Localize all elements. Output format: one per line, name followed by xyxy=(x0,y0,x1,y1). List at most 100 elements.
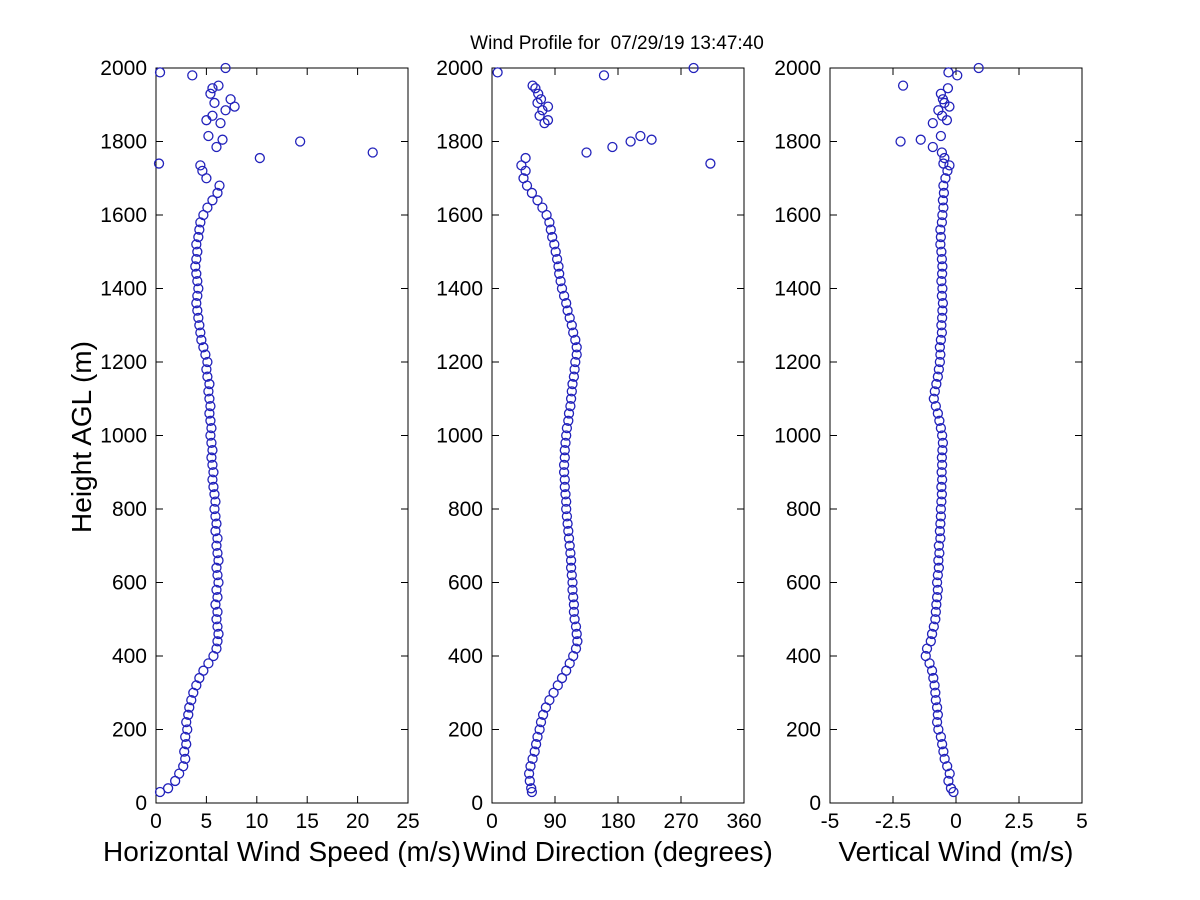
data-marker xyxy=(537,202,548,213)
data-marker xyxy=(705,158,716,169)
x-tick-label: 270 xyxy=(663,810,698,833)
y-tick-label: 400 xyxy=(448,645,483,668)
data-marker xyxy=(254,152,265,164)
data-marker xyxy=(567,378,578,390)
y-tick-label: 1000 xyxy=(100,425,147,448)
data-marker xyxy=(527,80,538,91)
data-marker xyxy=(562,518,573,529)
data-marker xyxy=(973,62,984,74)
data-marker xyxy=(565,400,576,412)
data-marker xyxy=(534,110,545,121)
data-marker xyxy=(367,147,378,158)
data-marker xyxy=(930,400,941,412)
data-marker xyxy=(936,474,948,485)
y-tick-label: 1800 xyxy=(100,131,147,154)
y-tick-label: 1000 xyxy=(774,425,821,448)
data-marker xyxy=(220,105,231,116)
data-marker xyxy=(938,187,950,199)
data-marker xyxy=(565,393,577,404)
data-marker xyxy=(215,117,226,129)
data-marker xyxy=(192,275,203,287)
x-tick-label: 360 xyxy=(726,810,761,833)
y-tick-label: 0 xyxy=(135,792,147,815)
data-marker xyxy=(210,599,221,610)
data-marker xyxy=(625,136,636,147)
data-marker xyxy=(934,525,946,537)
data-marker xyxy=(213,555,224,566)
x-axis-label-wind-direction: Wind Direction (degrees) xyxy=(463,836,773,867)
data-marker xyxy=(191,239,202,250)
y-tick-label: 1400 xyxy=(774,278,821,301)
data-marker xyxy=(211,584,222,595)
data-marker xyxy=(554,268,565,279)
data-marker xyxy=(210,525,221,537)
y-tick-label: 1800 xyxy=(774,131,821,154)
data-marker xyxy=(207,459,218,471)
data-marker xyxy=(566,386,577,397)
data-marker xyxy=(545,224,556,235)
data-marker xyxy=(571,342,582,353)
data-marker xyxy=(211,540,222,551)
data-marker xyxy=(535,717,547,728)
data-marker xyxy=(930,687,941,698)
data-marker xyxy=(936,253,948,265)
data-marker xyxy=(211,562,222,573)
data-marker xyxy=(935,239,946,250)
data-marker xyxy=(935,511,947,522)
x-tick-label: 10 xyxy=(245,810,268,833)
data-marker xyxy=(571,628,582,640)
data-marker xyxy=(934,547,945,559)
data-marker xyxy=(942,761,953,772)
y-tick-label: 800 xyxy=(112,498,147,521)
data-marker xyxy=(933,364,945,375)
data-marker xyxy=(530,739,542,750)
data-marker xyxy=(202,202,213,213)
y-tick-label: 0 xyxy=(809,792,821,815)
data-marker xyxy=(936,481,947,493)
data-marker xyxy=(942,83,954,94)
data-marker xyxy=(935,231,947,243)
data-marker xyxy=(952,70,963,81)
data-marker xyxy=(563,408,575,419)
data-marker xyxy=(529,746,540,757)
data-marker xyxy=(527,753,538,765)
data-marker xyxy=(935,422,947,434)
data-marker xyxy=(191,268,202,279)
data-marker xyxy=(925,636,936,647)
axes-box xyxy=(155,67,409,804)
data-marker xyxy=(201,364,212,375)
data-marker xyxy=(568,327,579,338)
data-marker xyxy=(207,83,218,94)
y-tick-label: 200 xyxy=(786,719,821,742)
x-tick-label: 90 xyxy=(543,810,566,833)
data-marker xyxy=(566,570,577,581)
data-marker xyxy=(206,452,217,463)
data-marker xyxy=(563,415,574,426)
data-marker xyxy=(607,141,618,153)
data-marker xyxy=(205,88,216,99)
data-marker xyxy=(191,253,202,265)
data-marker xyxy=(558,467,570,478)
data-marker xyxy=(938,180,949,191)
data-marker xyxy=(932,584,944,595)
data-marker xyxy=(534,724,545,735)
data-marker xyxy=(561,496,572,507)
data-marker xyxy=(560,437,571,449)
data-marker xyxy=(936,217,948,228)
data-marker xyxy=(571,349,582,360)
y-tick-label: 800 xyxy=(786,498,821,521)
y-tick-label: 1000 xyxy=(436,425,483,448)
data-marker xyxy=(933,724,944,735)
data-marker xyxy=(201,115,212,126)
data-marker xyxy=(192,305,203,316)
data-marker xyxy=(544,217,555,228)
data-marker xyxy=(568,606,580,618)
data-marker xyxy=(559,474,570,485)
x-tick-label: 25 xyxy=(396,810,419,833)
data-marker xyxy=(937,195,949,206)
data-marker xyxy=(930,614,941,625)
y-tick-label: 1200 xyxy=(436,351,483,374)
data-marker xyxy=(598,70,610,81)
data-marker xyxy=(178,761,189,772)
